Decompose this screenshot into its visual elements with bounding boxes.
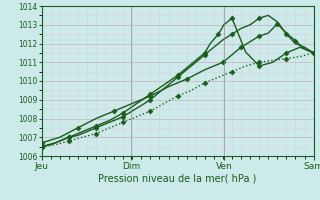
X-axis label: Pression niveau de la mer( hPa ): Pression niveau de la mer( hPa ) xyxy=(99,173,257,183)
